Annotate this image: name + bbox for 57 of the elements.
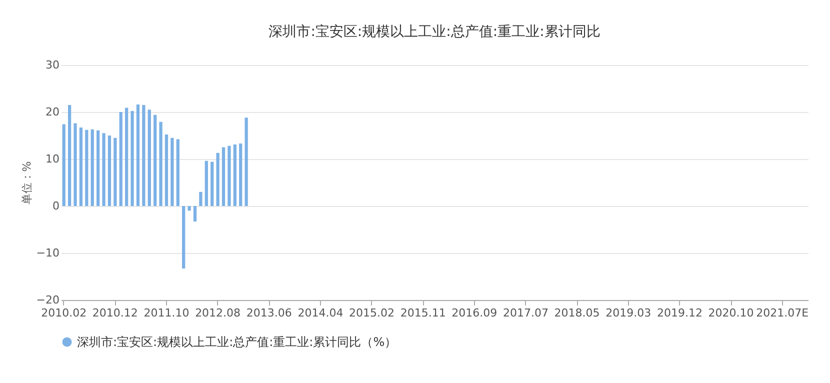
x-tick-label: 2019.03 [606,306,652,320]
x-tick-label: 2013.06 [246,306,292,320]
y-tick-label: 20 [46,106,60,118]
legend-label: 深圳市:宝安区:规模以上工业:总产值:重工业:累计同比（%） [77,335,397,349]
bar [164,134,168,206]
x-tick-label: 2010.02 [41,306,87,320]
y-tick-label: −10 [36,246,60,260]
bar [114,138,117,206]
y-tick-label: −20 [36,294,60,306]
bar [79,128,83,206]
bar [244,118,248,206]
x-tick-label: 2014.04 [298,306,344,320]
x-tick-label: 2012.08 [195,306,241,320]
bar [176,139,180,206]
bar [130,111,134,206]
x-tick-label: 2016.09 [452,306,498,320]
x-tick-label: 2010.12 [92,306,138,320]
bar [222,147,226,206]
bar [188,206,191,211]
bar [125,108,128,206]
x-tick-label: 2020.10 [708,306,754,320]
bar [96,130,100,206]
x-tick-label: 2015.11 [400,306,446,320]
bar [159,122,162,206]
bar [170,138,174,206]
bar [90,129,94,206]
bar [148,110,151,206]
bar [204,160,208,206]
y-axis-title: 单位：% [20,161,34,205]
bar [119,112,122,206]
y-tick-label: 30 [46,58,60,72]
bar [62,124,66,206]
bar [68,104,72,206]
x-tick-label: 2017.07 [502,306,548,320]
x-tick-label: 2021.07E [756,306,809,320]
y-tick-label: 10 [46,152,60,166]
bar [142,104,146,206]
bar [182,206,186,269]
bar [199,192,202,206]
bar [85,130,88,206]
bar [74,123,77,206]
bar [102,133,106,206]
bar [136,104,140,206]
bar [108,136,112,206]
x-tick-label: 2018.05 [554,306,600,320]
bar [154,114,157,206]
bar [239,143,242,206]
chart-title: 深圳市:宝安区:规模以上工业:总产值:重工业:累计同比 [268,24,600,40]
x-tick-label: 2011.10 [144,306,190,320]
x-tick-label: 2019.12 [656,306,702,320]
bar [193,206,197,222]
y-tick-label: 0 [52,200,60,212]
bar [233,144,236,206]
bar [216,152,220,206]
bar [228,146,231,206]
x-tick-label: 2015.02 [349,306,395,320]
bar [210,162,214,206]
